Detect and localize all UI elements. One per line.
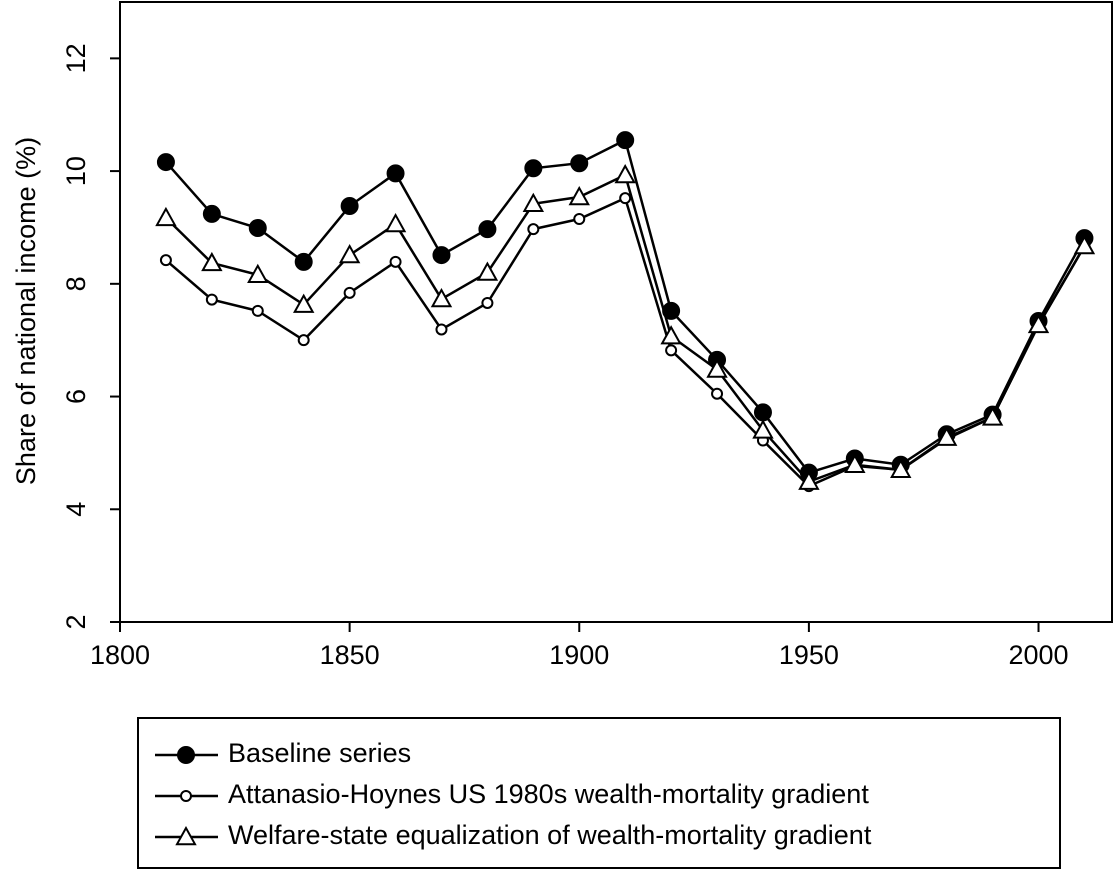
marker [175, 825, 197, 846]
y-tick-label: 6 [61, 389, 91, 404]
marker [338, 244, 361, 264]
marker [660, 325, 682, 345]
marker [343, 286, 356, 299]
marker [616, 131, 635, 150]
marker [662, 301, 681, 320]
x-tick-label: 2000 [1008, 640, 1068, 670]
y-axis-title: Share of national income (%) [11, 137, 41, 485]
y-tick-label: 8 [61, 276, 91, 291]
marker [844, 453, 866, 473]
marker [155, 206, 177, 227]
marker [481, 296, 494, 309]
marker [156, 153, 175, 172]
marker [753, 403, 772, 422]
y-tick-label: 4 [61, 502, 91, 517]
legend-label: Attanasio-Hoynes US 1980s wealth-mortali… [228, 779, 869, 809]
marker [177, 746, 195, 764]
marker [573, 213, 586, 225]
marker [294, 252, 313, 271]
marker [432, 246, 451, 265]
marker [205, 293, 218, 306]
marker [159, 254, 172, 267]
marker [1073, 234, 1096, 255]
marker [386, 164, 405, 183]
marker [384, 213, 407, 233]
marker [524, 159, 543, 178]
marker [614, 163, 636, 184]
marker [297, 334, 310, 347]
legend-label: Baseline series [228, 738, 411, 768]
marker [251, 304, 264, 317]
marker [568, 185, 590, 206]
marker [248, 219, 267, 238]
marker [476, 261, 499, 281]
marker [752, 419, 774, 439]
x-tick-label: 1900 [549, 640, 609, 670]
marker [293, 293, 315, 313]
marker [430, 287, 453, 308]
marker [706, 358, 728, 378]
marker [619, 192, 632, 205]
marker [665, 344, 678, 357]
marker [890, 458, 912, 479]
marker [180, 790, 192, 802]
legend-box [137, 717, 1061, 869]
marker [711, 387, 724, 400]
marker [798, 470, 820, 490]
marker [389, 255, 402, 268]
legend-label: Welfare-state equalization of wealth-mor… [228, 820, 872, 850]
x-tick-label: 1850 [320, 640, 380, 670]
marker [478, 220, 497, 239]
marker [247, 263, 269, 283]
y-tick-label: 10 [61, 156, 91, 186]
marker [202, 204, 221, 223]
y-tick-label: 2 [61, 614, 91, 629]
marker [435, 323, 448, 336]
marker [1027, 313, 1050, 334]
marker [570, 154, 589, 173]
marker [527, 223, 540, 236]
marker [522, 192, 545, 212]
y-tick-label: 12 [61, 43, 91, 73]
marker [340, 197, 359, 216]
marker [201, 251, 223, 272]
plot-frame [119, 1, 1113, 623]
marker [981, 406, 1004, 426]
x-tick-label: 1800 [90, 640, 150, 670]
x-tick-label: 1950 [779, 640, 839, 670]
marker [935, 426, 958, 446]
